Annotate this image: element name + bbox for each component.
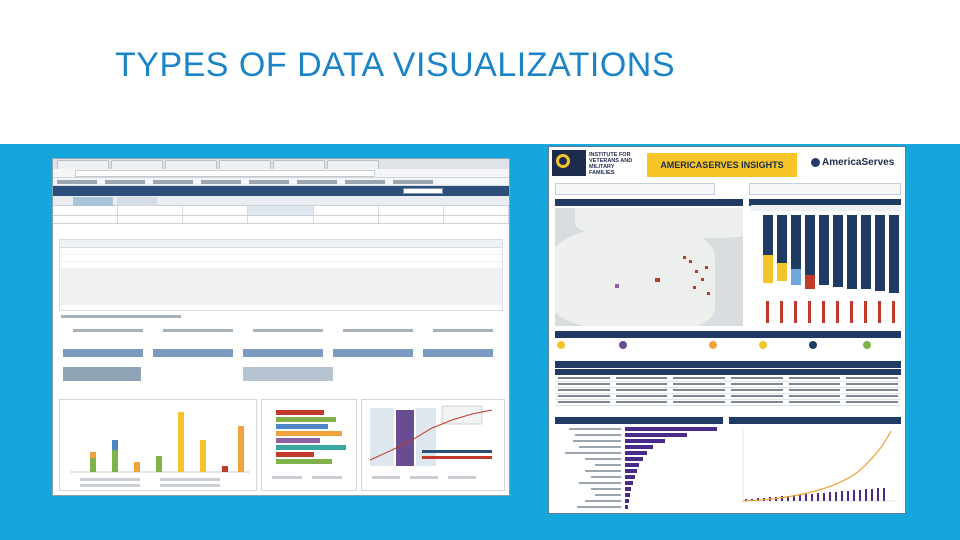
search-box [403, 188, 443, 194]
section-header-national [555, 331, 901, 338]
report-tab-strip [53, 196, 509, 206]
network-map [555, 208, 743, 326]
horizontal-bar-mini-chart [272, 410, 346, 479]
progress-bar [333, 349, 413, 357]
progress-bar [243, 349, 323, 357]
summary-bar [243, 367, 333, 381]
caption-line [253, 329, 323, 332]
requests-by-type-chart [565, 427, 717, 509]
dashboard-screenshot-right: INSTITUTE FOR VETERANS AND MILITARY FAMI… [548, 146, 906, 514]
report-tab [117, 197, 157, 206]
insights-banner: AMERICASERVES INSIGHTS [647, 153, 797, 177]
report-tab [73, 197, 113, 206]
browser-tab [165, 160, 217, 169]
caption-line [73, 329, 143, 332]
summary-bar [63, 367, 141, 381]
brand-logo: AmericaServes [811, 157, 894, 168]
app-header-bar [53, 186, 509, 196]
ivmf-logo-icon [552, 150, 586, 176]
section-header-by-type [555, 417, 723, 424]
data-grid [59, 239, 503, 311]
filter-dropdown [749, 183, 901, 195]
browser-tab-strip [53, 159, 509, 169]
chart-panel-combo [361, 399, 505, 491]
caption-line [433, 329, 493, 332]
bookmarks-bar [53, 178, 509, 186]
caption-line [343, 329, 413, 332]
browser-address-bar [53, 169, 509, 178]
url-field [75, 170, 375, 177]
metric-tile [759, 341, 769, 349]
slide-title: TYPES OF DATA VISUALIZATIONS [115, 46, 675, 84]
browser-tab [57, 160, 109, 169]
org-name: INSTITUTE FOR VETERANS AND MILITARY FAMI… [589, 152, 633, 176]
section-header-map [555, 199, 743, 206]
kpi-value-row [53, 216, 509, 224]
network-locations-table [555, 369, 901, 406]
browser-tab [273, 160, 325, 169]
filter-dropdown [555, 183, 715, 195]
caption-line [61, 315, 181, 318]
chart-panel-stacked [59, 399, 257, 491]
kpi-header-row [53, 206, 509, 216]
stacked-bar-mini-chart [70, 412, 250, 487]
requests-over-time-chart [742, 429, 897, 502]
caption-line [163, 329, 233, 332]
metric-tile [557, 341, 567, 349]
stacked-requests-chart [751, 205, 901, 323]
chart-panel-horizontal [261, 399, 357, 491]
browser-tab [111, 160, 163, 169]
metric-tile [863, 341, 873, 349]
brand-mark-icon [811, 157, 820, 167]
browser-tab [219, 160, 271, 169]
section-header-locations [555, 361, 901, 368]
metric-tile [809, 341, 819, 349]
progress-bar [153, 349, 233, 357]
progress-bar [63, 349, 143, 357]
browser-tab [327, 160, 379, 169]
combo-mini-chart [369, 405, 493, 479]
section-header-requests [749, 199, 901, 206]
progress-bar [423, 349, 493, 357]
section-header-over-time [729, 417, 901, 424]
metric-tile [619, 341, 629, 349]
metric-tile [709, 341, 719, 349]
dashboard-screenshot-left [52, 158, 510, 496]
